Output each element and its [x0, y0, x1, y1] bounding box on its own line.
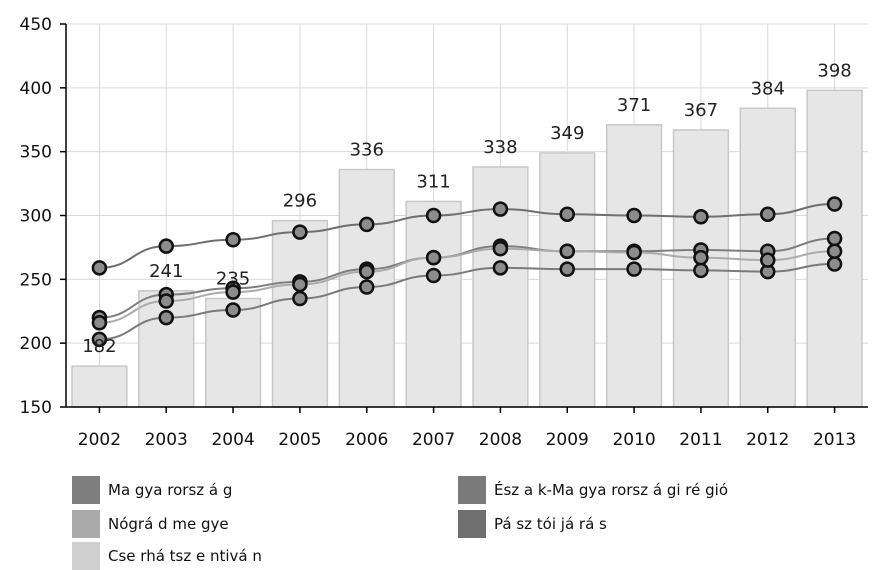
bar-value-label: 398: [817, 60, 851, 81]
series-point: [559, 261, 575, 277]
bar-value-label: 241: [149, 261, 183, 282]
x-tick-label: 2005: [278, 430, 321, 450]
series-point: [158, 309, 174, 326]
series-point: [559, 206, 575, 222]
bar-value-label: 336: [350, 140, 384, 161]
bar: [71, 365, 128, 408]
y-tick-label: 300: [20, 207, 52, 227]
series-point: [693, 249, 709, 266]
bar-value-label: 384: [751, 78, 785, 99]
series-point: [492, 260, 509, 276]
bar-value-label: 371: [617, 95, 651, 116]
x-tick-label: 2012: [746, 430, 789, 450]
series-point: [359, 263, 375, 280]
series-point: [425, 207, 442, 224]
bar: [271, 219, 329, 408]
bar-value-label: 367: [684, 100, 718, 121]
series-point: [559, 243, 575, 259]
series-point: [359, 216, 375, 233]
series-point: [225, 232, 241, 248]
x-tick-label: 2002: [78, 430, 121, 450]
series-point: [492, 240, 509, 257]
series-point: [158, 238, 174, 254]
y-tick-label: 400: [20, 79, 52, 99]
y-tick-label: 200: [20, 334, 52, 354]
y-tick-label: 250: [20, 270, 52, 290]
x-tick-label: 2007: [412, 430, 455, 450]
x-tick-label: 2011: [679, 430, 722, 450]
bar-value-label: 349: [550, 123, 584, 144]
x-tick-label: 2004: [211, 430, 254, 450]
bar-value-label: 338: [483, 137, 517, 158]
bar: [405, 200, 462, 408]
axes: 150 200 250 300 350 400 450 2002 2003 2004 2005 200…: [20, 15, 868, 450]
series-point: [826, 256, 843, 272]
series-lines: [91, 196, 843, 348]
series-point: [626, 207, 642, 224]
bar-value-label: 235: [216, 268, 250, 289]
series-point: [292, 290, 308, 307]
series-point: [693, 262, 709, 279]
x-tick-label: 2010: [612, 430, 655, 450]
series-point: [91, 331, 108, 348]
series-point: [760, 206, 776, 222]
x-tick-label: 2009: [546, 430, 589, 450]
x-tick-label: 2003: [145, 430, 188, 450]
series-point: [826, 243, 843, 259]
bar-value-label: 311: [416, 171, 450, 192]
series-point: [492, 201, 509, 217]
bar-value-label: 182: [82, 336, 116, 357]
series-point: [158, 293, 174, 309]
x-tick-label: 2013: [813, 430, 856, 450]
x-tick-label: 2006: [345, 430, 388, 450]
bar-labels: 182 241 235 296 336 311 338 349 371 367 384 398: [82, 60, 852, 357]
x-tick-label: 2008: [479, 430, 522, 450]
series-point: [225, 302, 241, 318]
series-point: [760, 252, 776, 268]
y-tick-label: 150: [20, 398, 52, 418]
bars: [71, 89, 863, 408]
series-point: [91, 260, 108, 276]
series-point: [425, 249, 442, 266]
bar: [539, 152, 596, 408]
series-point: [292, 276, 308, 293]
series-point: [693, 209, 709, 225]
series-point: [225, 284, 241, 300]
series-point: [359, 279, 375, 295]
series-point: [626, 261, 642, 277]
series-point: [292, 224, 308, 240]
series-point: [91, 314, 108, 331]
bar-value-label: 296: [283, 191, 317, 212]
series-point: [626, 244, 642, 261]
series-point: [425, 267, 442, 284]
series-point: [826, 230, 843, 247]
y-tick-label: 350: [20, 143, 52, 163]
series-point: [826, 196, 843, 212]
y-tick-label: 450: [20, 15, 52, 35]
